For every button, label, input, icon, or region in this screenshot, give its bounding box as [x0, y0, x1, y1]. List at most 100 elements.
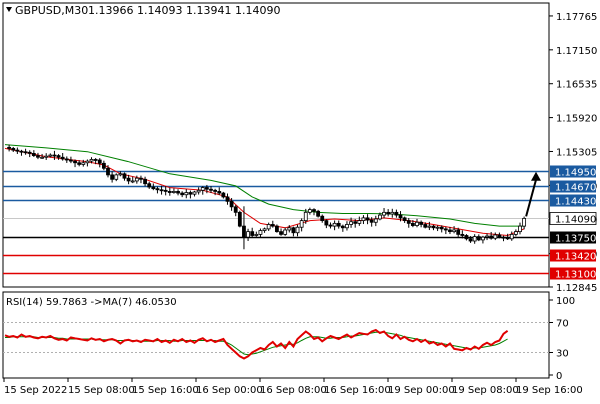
candle — [464, 234, 469, 241]
candle-body — [415, 221, 419, 226]
candle — [472, 234, 477, 244]
candle — [460, 230, 465, 239]
candle-body — [106, 167, 110, 176]
rsi-axis: 100 70 30 0 — [549, 296, 575, 382]
candle — [200, 186, 205, 195]
candle-body — [172, 191, 176, 193]
candle-body — [303, 211, 308, 222]
candle — [155, 186, 160, 194]
candle-body — [345, 224, 349, 229]
time-tick-label: 16 Sep 08:00 — [260, 385, 327, 396]
candle — [307, 207, 312, 215]
candle-body — [64, 158, 69, 161]
candle-body — [394, 211, 399, 216]
candle-body — [147, 183, 152, 188]
candle — [69, 156, 73, 164]
candle-body — [122, 173, 127, 179]
candle-body — [180, 192, 185, 196]
rsi-tick-label: 100 — [556, 296, 575, 307]
candle — [172, 188, 176, 194]
candle-body — [307, 209, 312, 213]
candle-body — [188, 192, 193, 195]
triangle-down-icon — [6, 7, 12, 12]
candle-body — [23, 151, 28, 154]
candle — [134, 175, 139, 184]
candle-body — [40, 156, 44, 159]
level-label-support: 1.13100 — [550, 267, 596, 281]
candle — [320, 214, 325, 223]
candle-body — [134, 177, 139, 182]
candle — [287, 225, 292, 233]
candle-body — [509, 233, 514, 240]
candle-body — [110, 174, 115, 180]
candle — [93, 158, 98, 165]
candle-body — [279, 231, 283, 235]
candle — [213, 188, 218, 196]
candle — [481, 235, 485, 244]
candle — [151, 183, 156, 191]
candle — [254, 231, 259, 237]
candle — [497, 232, 502, 239]
level-label-text: 1.14950 — [555, 168, 596, 179]
candle — [312, 208, 316, 216]
candle-body — [101, 162, 106, 169]
candle-body — [340, 225, 345, 229]
candle-body — [501, 236, 506, 239]
candle-body — [118, 173, 123, 176]
candle-body — [176, 191, 180, 194]
candle — [353, 219, 358, 228]
candle — [357, 216, 362, 226]
candle-body — [328, 224, 333, 227]
candle — [439, 225, 444, 233]
price-tick-label: 1.17765 — [556, 12, 597, 23]
candle-body — [295, 226, 300, 234]
candle-body — [15, 149, 20, 152]
candle-body — [167, 191, 172, 193]
candle — [52, 150, 57, 160]
time-tick-label: 19 Sep 00:00 — [388, 385, 455, 396]
candle — [31, 150, 36, 157]
candle — [299, 218, 304, 232]
candle-body — [497, 234, 502, 238]
candle — [419, 220, 424, 228]
candle-body — [320, 215, 325, 222]
candle-body — [233, 206, 238, 213]
candle-body — [423, 224, 428, 228]
level-label-bg — [550, 165, 596, 178]
candle — [101, 160, 106, 171]
candle — [501, 235, 506, 242]
candle — [270, 220, 275, 228]
candle — [415, 218, 419, 228]
candle — [365, 214, 370, 225]
candle-body — [382, 211, 386, 216]
candle-body — [456, 229, 461, 235]
candle — [110, 171, 115, 183]
candle — [97, 158, 102, 168]
level-label-resistance: 1.14430 — [550, 194, 596, 208]
candle — [378, 212, 382, 221]
candle-body — [254, 233, 259, 236]
candle — [122, 172, 127, 181]
candle-body — [452, 229, 456, 233]
candle-body — [237, 211, 242, 227]
candle-body — [419, 221, 424, 225]
candle-body — [349, 221, 353, 225]
candle — [64, 156, 69, 163]
candle-body — [357, 220, 362, 224]
candle-body — [378, 214, 382, 220]
candle-body — [93, 159, 98, 161]
candle-body — [159, 189, 164, 192]
candle-body — [27, 151, 32, 154]
candle-body — [291, 227, 296, 234]
candle — [456, 227, 461, 237]
candle-body — [390, 211, 395, 215]
candle — [427, 221, 432, 231]
time-tick-label: 19 Sep 08:00 — [452, 385, 519, 396]
chart-ohlc: 1.13966 1.14093 1.13941 1.14090 — [88, 4, 280, 17]
candle-body — [373, 218, 378, 223]
level-label-text: 1.14090 — [555, 215, 596, 226]
candle — [27, 150, 32, 158]
